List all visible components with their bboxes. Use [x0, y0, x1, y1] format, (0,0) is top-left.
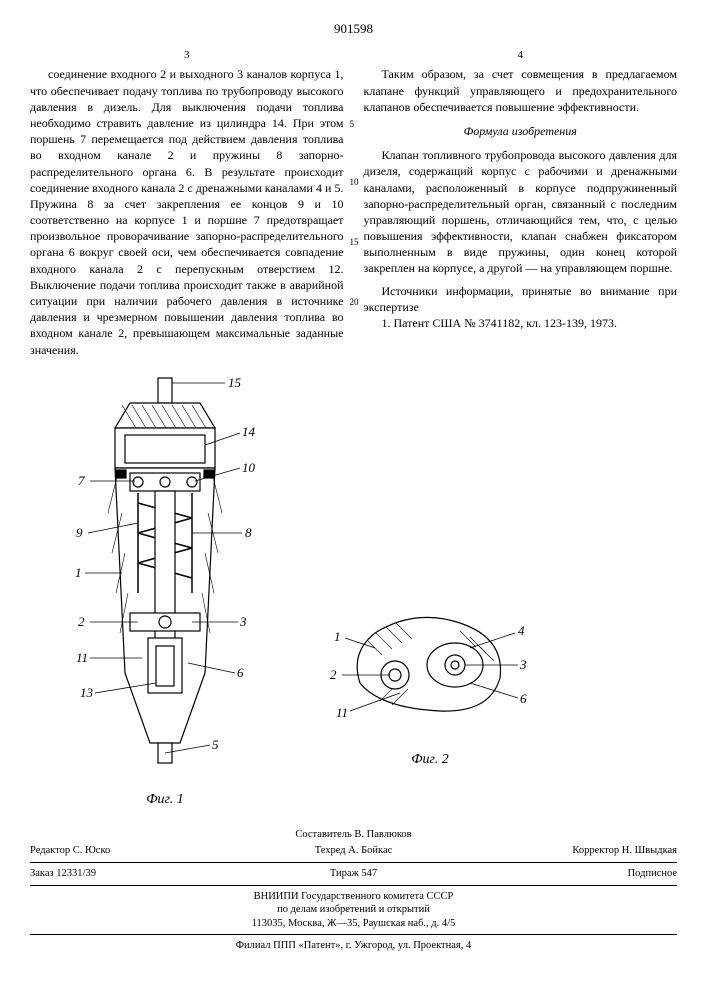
divider — [30, 862, 677, 863]
pub-l1: ВНИИПИ Государственного комитета СССР — [30, 890, 677, 903]
right-p1: Таким образом, за счет совмещения в пред… — [364, 66, 678, 115]
credits-block: Составитель В. Павлюков Редактор С. Юско… — [30, 828, 677, 952]
fig1-label-8: 8 — [245, 525, 252, 540]
fig1-label-11: 11 — [76, 650, 88, 665]
tirage: Тираж 547 — [246, 867, 462, 881]
pub-l3: 113035, Москва, Ж—35, Раушская наб., д. … — [30, 917, 677, 930]
corrector-label: Корректор — [572, 845, 619, 856]
branch-line: Филиал ППП «Патент», г. Ужгород, ул. Про… — [30, 939, 677, 952]
left-col-number: 3 — [30, 48, 344, 63]
fig1-label-9: 9 — [76, 525, 83, 540]
line-marker: 5 — [350, 118, 355, 130]
divider — [30, 934, 677, 935]
fig2-caption: Фиг. 2 — [320, 751, 540, 770]
fig1-caption: Фиг. 1 — [30, 791, 300, 810]
pub-l2: по делам изобретений и открытий — [30, 903, 677, 916]
line-marker: 15 — [350, 236, 359, 248]
sources-heading: Источники информации, принятые во вниман… — [364, 283, 678, 315]
fig1-label-2: 2 — [78, 614, 85, 629]
compiler-label: Составитель — [295, 829, 351, 840]
fig1-label-13: 13 — [80, 685, 94, 700]
fig2-label-4: 4 — [518, 623, 525, 638]
corrector-name: Н. Швыдкая — [622, 845, 677, 856]
techred-name: А. Бойкас — [348, 845, 392, 856]
fig1-label-1: 1 — [75, 565, 82, 580]
left-paragraph: соединение входного 2 и выходного 3 кана… — [30, 66, 344, 357]
patent-number: 901598 — [30, 20, 677, 38]
compiler-name: В. Павлюков — [354, 829, 411, 840]
line-marker: 10 — [350, 176, 359, 188]
right-col-number: 4 — [364, 48, 678, 63]
techred-label: Техред — [315, 845, 346, 856]
fig1-label-15: 15 — [228, 375, 242, 390]
fig1-label-14: 14 — [242, 424, 256, 439]
fig2-label-2: 2 — [330, 667, 337, 682]
figure-1-svg: 15 14 10 7 8 1 9 2 3 11 6 13 5 — [30, 373, 300, 783]
figure-2-wrap: 1 2 11 4 3 6 Фиг. 2 — [320, 593, 540, 770]
order-number: Заказ 12331/39 — [30, 867, 246, 881]
subscription: Подписное — [461, 867, 677, 881]
fig1-label-7: 7 — [78, 473, 85, 488]
figure-2-svg: 1 2 11 4 3 6 — [320, 593, 540, 743]
fig2-label-3: 3 — [519, 657, 527, 672]
left-column: 3 соединение входного 2 и выходного 3 ка… — [30, 48, 344, 358]
formula-heading: Формула изобретения — [364, 123, 678, 139]
fig1-label-5: 5 — [212, 737, 219, 752]
fig2-label-11: 11 — [336, 705, 348, 720]
editor-label: Редактор — [30, 845, 70, 856]
fig1-label-6: 6 — [237, 665, 244, 680]
fig2-label-6: 6 — [520, 691, 527, 706]
publisher-block: ВНИИПИ Государственного комитета СССР по… — [30, 890, 677, 929]
text-columns: 3 соединение входного 2 и выходного 3 ка… — [30, 48, 677, 358]
source-1: 1. Патент США № 3741182, кл. 123-139, 19… — [364, 315, 678, 331]
fig1-label-3: 3 — [239, 614, 247, 629]
figure-1-wrap: 15 14 10 7 8 1 9 2 3 11 6 13 5 Фиг. 1 — [30, 373, 300, 810]
right-p2: Клапан топливного трубопровода высокого … — [364, 147, 678, 277]
divider — [30, 885, 677, 886]
figures-row: 15 14 10 7 8 1 9 2 3 11 6 13 5 Фиг. 1 — [30, 373, 677, 810]
line-marker: 20 — [350, 296, 359, 308]
fig2-label-1: 1 — [334, 629, 341, 644]
fig1-label-10: 10 — [242, 460, 256, 475]
editor-name: С. Юско — [73, 845, 111, 856]
right-column: 4 5 10 15 20 Таким образом, за счет совм… — [364, 48, 678, 358]
